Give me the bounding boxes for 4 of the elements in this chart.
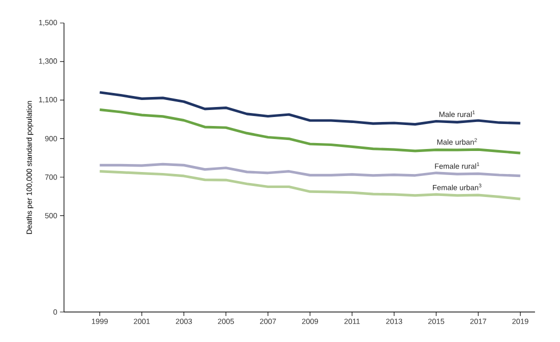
line-series	[98, 91, 522, 126]
line-series	[98, 162, 522, 178]
line-series	[98, 170, 522, 200]
line-series	[98, 108, 522, 154]
